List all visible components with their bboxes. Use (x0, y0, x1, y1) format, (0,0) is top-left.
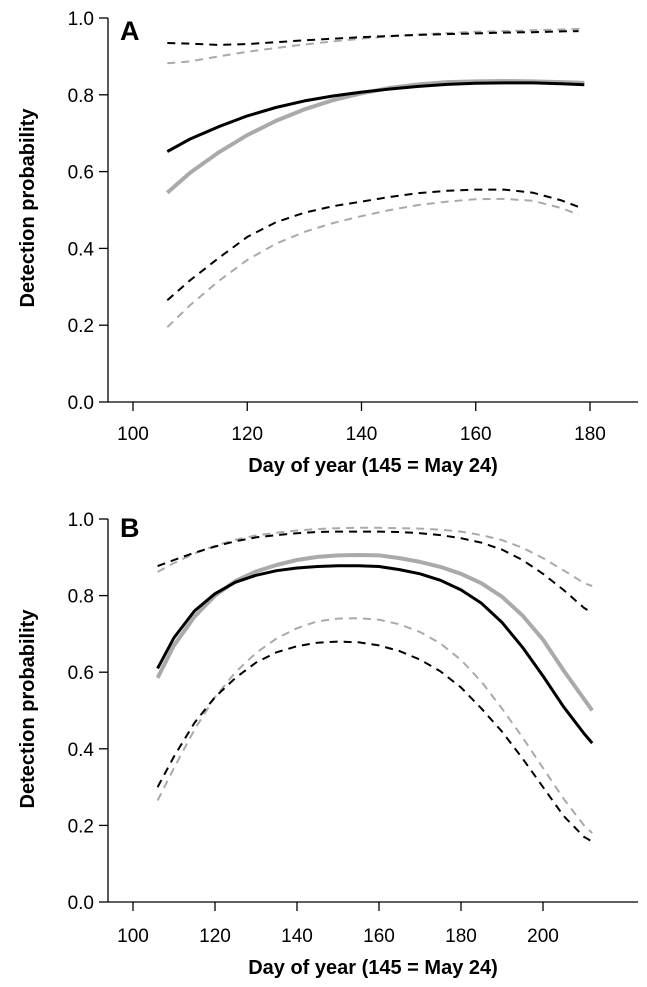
y-tick-label: 0.0 (68, 893, 94, 914)
y-tick-label: 0.6 (68, 163, 94, 184)
y-tick-label: 0.8 (68, 86, 94, 107)
x-tick-label: 160 (363, 926, 395, 947)
y-tick-label: 0.0 (68, 393, 94, 414)
panel-a: 0.0 0.2 0.4 0.6 0.8 1.0 100 120 140 160 180 Day of … (17, 9, 638, 477)
y-axis-title: Detection probability (17, 108, 39, 308)
estimate-line-grey (165, 79, 585, 195)
x-tick-label: 140 (281, 926, 313, 947)
panel-label: A (120, 16, 140, 46)
x-tick-label: 200 (527, 926, 559, 947)
x-tick-label: 100 (117, 926, 149, 947)
ci-line-black (166, 188, 579, 301)
y-tick-label: 0.8 (68, 587, 94, 608)
ci-line-black (157, 530, 593, 614)
x-tick-label: 140 (346, 424, 378, 445)
x-tick-label: 160 (460, 424, 492, 445)
panel-label: B (120, 513, 140, 543)
ci-line-black (156, 640, 593, 843)
estimate-line-black (166, 81, 585, 153)
ci-line-grey (157, 526, 593, 587)
y-tick-label: 0.2 (68, 816, 94, 837)
y-axis-title: Detection probability (17, 609, 39, 809)
y-tick-label: 1.0 (68, 9, 94, 30)
y-tick-label: 0.4 (68, 740, 95, 761)
ci-line-black (167, 30, 579, 46)
y-tick-label: 1.0 (68, 510, 94, 531)
x-tick-label: 100 (117, 424, 149, 445)
y-tick-label: 0.6 (68, 663, 94, 684)
ci-line-grey (167, 27, 585, 65)
x-axis-title: Day of year (145 = May 24) (248, 455, 498, 477)
panel-b: 0.0 0.2 0.4 0.6 0.8 1.0 100 120 140 160 180 200 Day … (17, 510, 638, 979)
estimate-line-black (156, 564, 594, 745)
x-tick-label: 180 (574, 424, 606, 445)
x-axis-title: Day of year (145 = May 24) (248, 957, 498, 979)
x-tick-label: 120 (199, 926, 231, 947)
ci-line-grey (166, 197, 579, 328)
ci-line-grey (156, 617, 593, 834)
x-tick-label: 180 (445, 926, 477, 947)
y-tick-label: 0.4 (68, 239, 95, 260)
y-tick-label: 0.2 (68, 316, 94, 337)
x-tick-label: 120 (231, 424, 263, 445)
